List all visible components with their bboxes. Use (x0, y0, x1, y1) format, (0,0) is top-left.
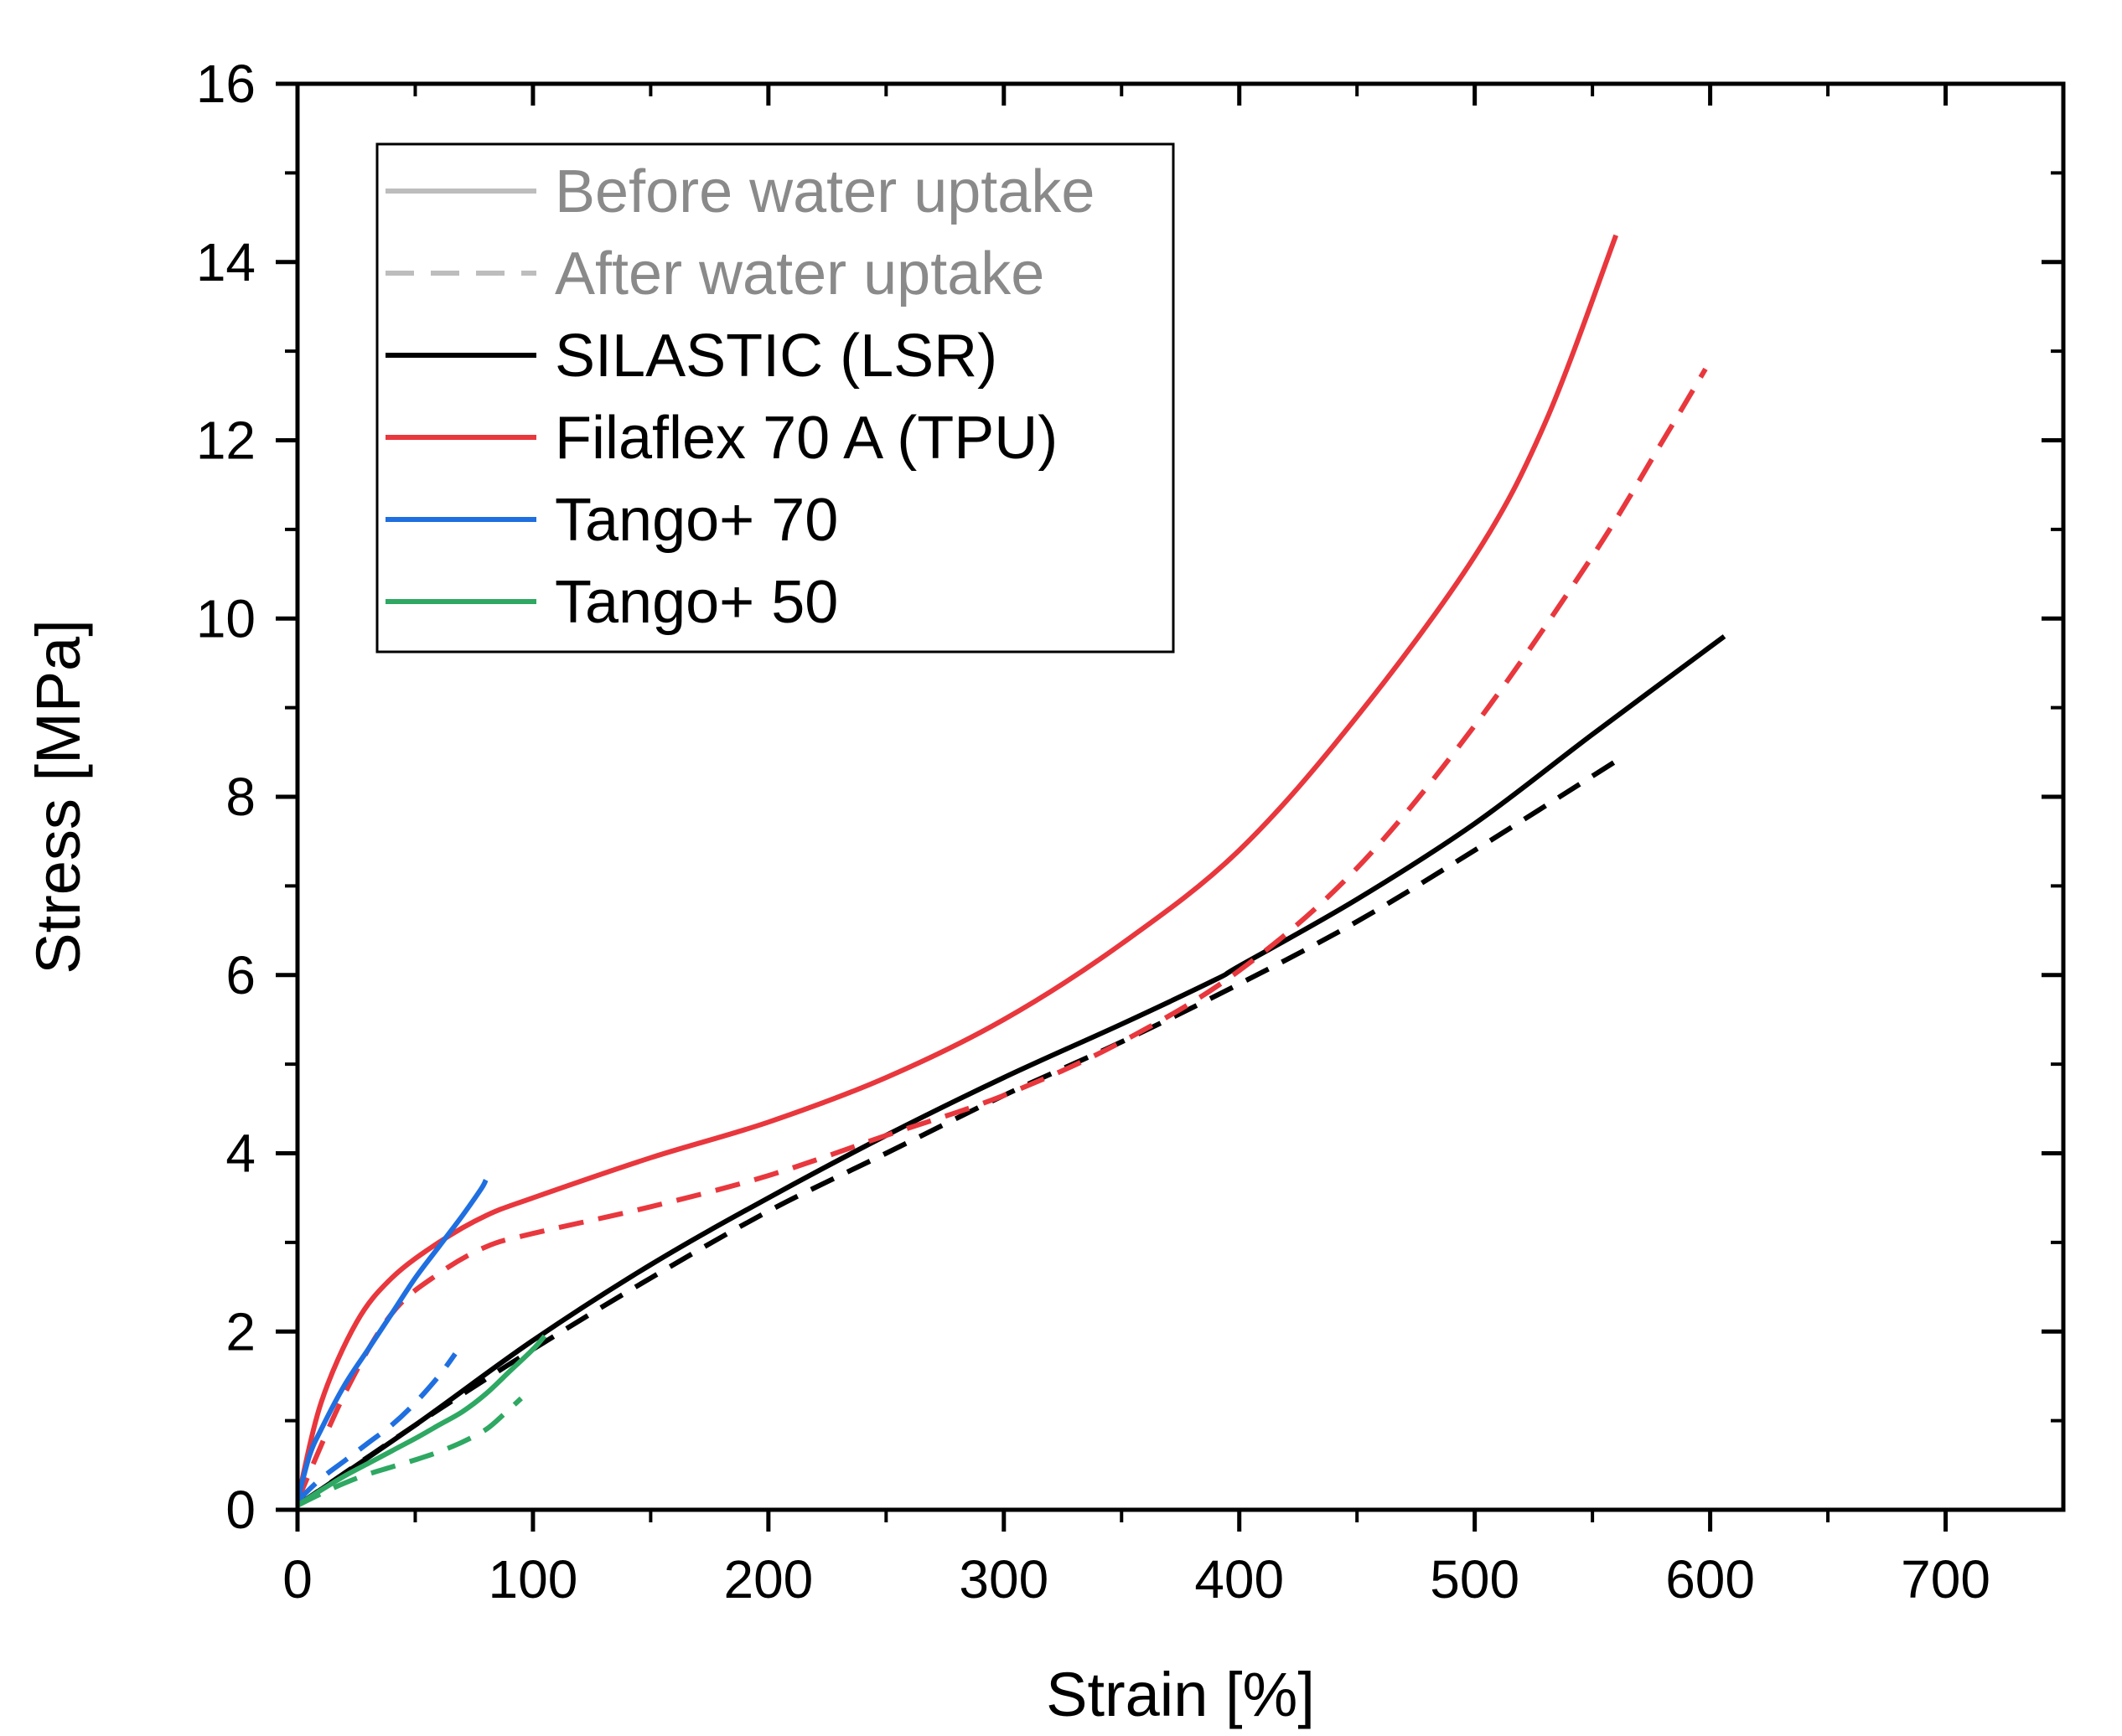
series-line-silastic-lsr-after-water-uptake (298, 754, 1625, 1508)
series-line-tango-50-after-water-uptake (298, 1396, 523, 1508)
y-tick-label: 8 (225, 767, 256, 827)
legend-label: Tango+ 50 (555, 569, 838, 636)
series-layer (298, 234, 1726, 1508)
x-tick-label: 400 (1194, 1549, 1284, 1609)
x-tick-label: 600 (1665, 1549, 1755, 1609)
y-tick-label: 2 (225, 1301, 256, 1361)
x-axis-title: Strain [%] (1046, 1660, 1315, 1729)
tick-layer (276, 81, 2063, 1532)
series-line-filaflex-70-a-tpu-after-water-uptake (298, 367, 1708, 1502)
legend-label: Before water uptake (555, 158, 1095, 225)
y-tick-label: 0 (225, 1480, 256, 1540)
legend-label: After water uptake (555, 240, 1044, 307)
x-tick-label: 500 (1430, 1549, 1519, 1609)
x-tick-label: 200 (723, 1549, 813, 1609)
legend-label: SILASTIC (LSR) (555, 323, 997, 390)
series-line-tango-50-before-water-uptake (298, 1334, 547, 1508)
x-tick-label: 0 (282, 1549, 313, 1609)
y-tick-label: 6 (225, 945, 256, 1005)
x-tick-label: 100 (489, 1549, 578, 1609)
series-line-filaflex-70-a-tpu-before-water-uptake (298, 234, 1619, 1502)
y-tick-label: 10 (196, 588, 256, 648)
x-tick-label: 700 (1901, 1549, 1990, 1609)
tick-label-layer: 0 100 200 300 400 500 600 700 0 2 4 6 8 10 12 14 16 (196, 54, 1990, 1609)
legend-label: Tango+ 70 (555, 487, 838, 554)
y-tick-label: 12 (196, 411, 256, 471)
y-axis-title: Stress [MPa] (23, 619, 93, 974)
legend: Before water uptake After water uptake SIL… (375, 142, 1175, 654)
series-line-tango-70-before-water-uptake (298, 1179, 489, 1502)
x-tick-label: 300 (959, 1549, 1048, 1609)
series-line-silastic-lsr-before-water-uptake (298, 634, 1726, 1508)
y-tick-label: 14 (196, 232, 256, 292)
y-tick-label: 16 (196, 54, 256, 114)
y-tick-label: 4 (225, 1124, 256, 1184)
legend-label: Filaflex 70 A (TPU) (555, 405, 1058, 472)
legend-box (375, 142, 1175, 654)
